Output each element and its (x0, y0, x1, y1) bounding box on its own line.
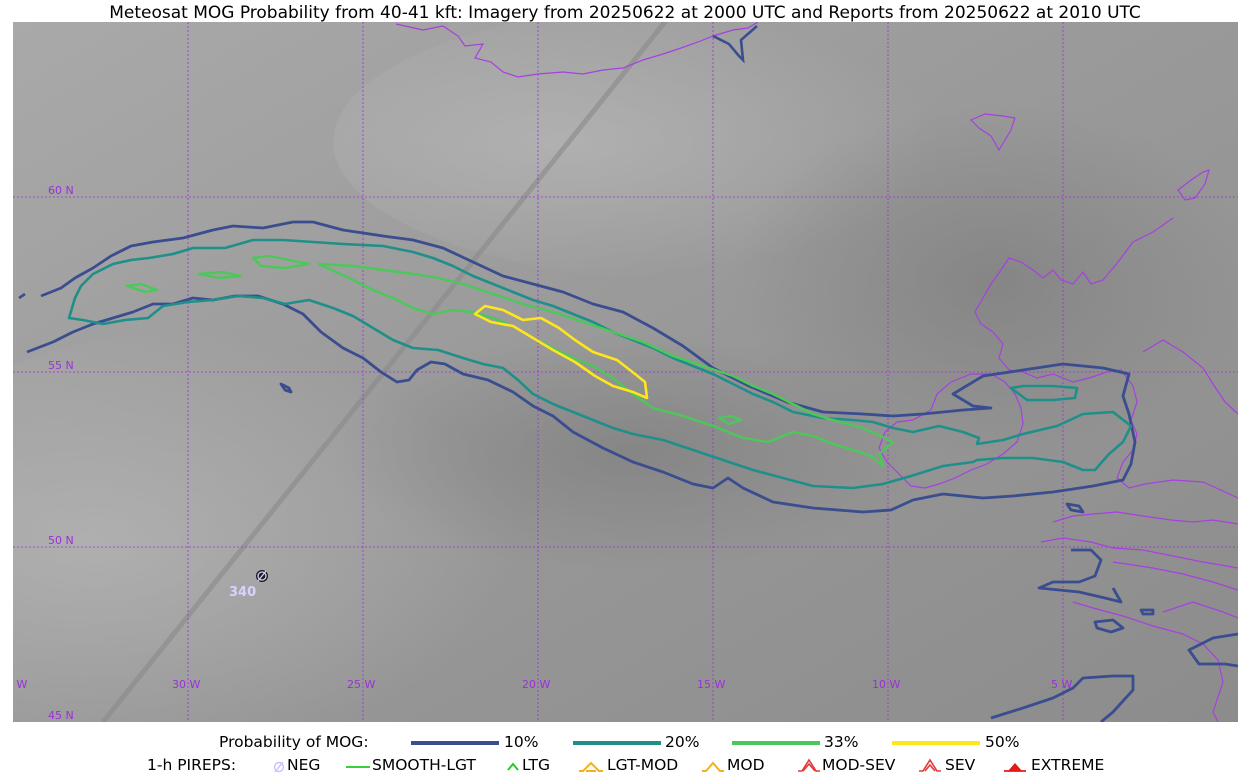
mod-icon (701, 758, 725, 778)
lat-label-50n: 50 N (48, 534, 74, 547)
pirep-report[interactable]: 340 (229, 570, 268, 600)
coastlines (395, 22, 1238, 722)
legend-pirep-extreme: EXTREME (1031, 756, 1105, 774)
legend-swatch-10 (411, 741, 499, 745)
map-title: Meteosat MOG Probability from 40-41 kft:… (109, 3, 1141, 23)
pirep-flight-level: 340 (229, 585, 256, 600)
legend-label-33: 33% (824, 733, 859, 751)
legend-label-10: 10% (504, 733, 539, 751)
map-canvas: 60 N 55 N 50 N 45 N 35 W 30 W 25 W 20 W … (13, 22, 1238, 722)
legend-pireps-label: 1-h PIREPS: (147, 756, 237, 774)
contour-20-percent (67, 238, 1133, 490)
neg-icon (272, 757, 286, 779)
legend-label-50: 50% (985, 733, 1020, 751)
extreme-icon (1003, 756, 1027, 778)
lat-label-45n: 45 N (48, 709, 74, 722)
legend-pirep-neg: NEG (287, 756, 321, 774)
lgt-mod-icon (578, 758, 604, 778)
ltg-icon (506, 758, 520, 778)
smooth-lgt-icon (346, 766, 370, 768)
legend-pirep-ltg: LTG (522, 756, 550, 774)
legend-pirep-lgt-mod: LGT-MOD (607, 756, 679, 774)
legend-swatch-33 (732, 741, 820, 745)
lon-label-25w: 25 W (347, 678, 375, 691)
graticule (13, 22, 1238, 722)
contour-10-percent-fragment (18, 25, 758, 300)
lon-label-10w: 10 W (872, 678, 900, 691)
legend-label-20: 20% (665, 733, 700, 751)
contour-33-percent (125, 254, 895, 468)
legend-pirep-mod-sev: MOD-SEV (822, 756, 896, 774)
legend-swatch-20 (573, 741, 661, 745)
legend-pirep-smooth-lgt: SMOOTH-LGT (372, 756, 476, 774)
mod-sev-icon (797, 756, 821, 778)
legend-swatch-50 (892, 741, 980, 745)
lat-label-60n: 60 N (48, 184, 74, 197)
neg-icon (257, 571, 267, 581)
lat-label-55n: 55 N (48, 359, 74, 372)
lon-label-5w: 5 W (1051, 678, 1072, 691)
lon-label-15w: 15 W (697, 678, 725, 691)
swath-line (101, 22, 669, 722)
satellite-map: 60 N 55 N 50 N 45 N 35 W 30 W 25 W 20 W … (13, 22, 1238, 722)
contour-10-percent (26, 220, 1238, 722)
lon-label-30w: 30 W (172, 678, 200, 691)
legend-pirep-mod: MOD (727, 756, 765, 774)
legend-pirep-sev: SEV (945, 756, 976, 774)
sev-icon (918, 756, 942, 778)
lon-label-20w: 20 W (522, 678, 550, 691)
legend-probability-label: Probability of MOG: (219, 733, 369, 751)
contour-50-percent (473, 304, 649, 400)
lon-label-35w: 35 W (13, 678, 27, 691)
